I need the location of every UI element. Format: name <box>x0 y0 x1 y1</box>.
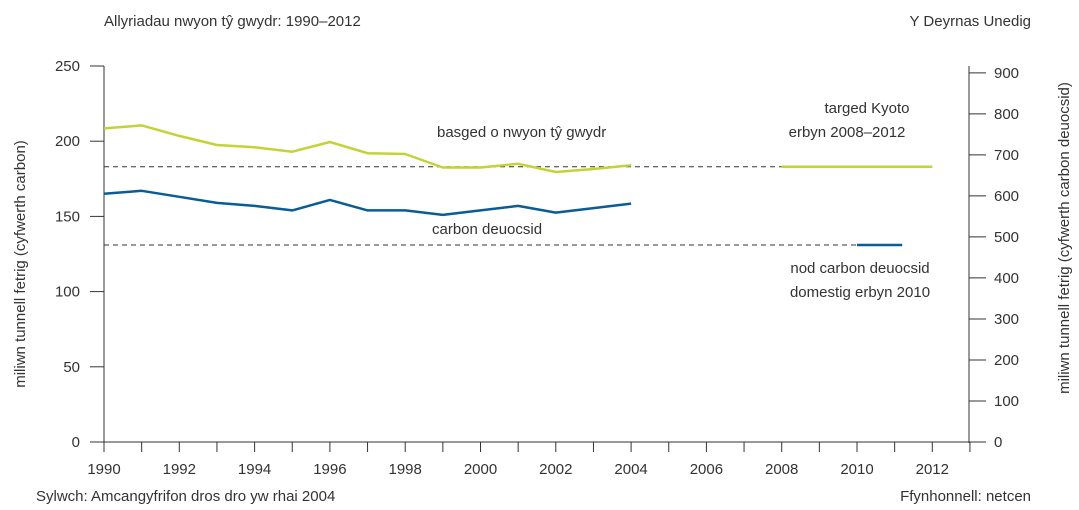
right-y-tick-label: 200 <box>994 352 1019 369</box>
right-y-tick-label: 400 <box>994 270 1019 287</box>
x-tick-label: 1990 <box>87 461 120 478</box>
co2-series-line <box>103 189 632 217</box>
left-y-tick-label: 100 <box>55 284 80 301</box>
x-tick-label: 2010 <box>840 461 873 478</box>
left-y-tick-label: 0 <box>72 434 80 451</box>
chart-title: Allyriadau nwyon tŷ gwydr: 1990–2012 <box>104 13 361 30</box>
left-y-axis-title: miliwn tunnell fetrig (cyfwerth carbon) <box>12 140 29 388</box>
left-y-tick-label: 250 <box>55 58 80 75</box>
right-y-tick-label: 800 <box>994 106 1019 123</box>
x-tick-label: 1994 <box>238 461 271 478</box>
x-tick-label: 2012 <box>916 461 949 478</box>
kyoto-annotation-line1: targed Kyoto <box>824 100 909 117</box>
left-y-tick-label: 200 <box>55 133 80 150</box>
annotations: basged o nwyon tŷ gwydr carbon deuocsid … <box>432 100 930 301</box>
basket-annotation: basged o nwyon tŷ gwydr <box>437 124 606 141</box>
right-y-tick-label: 700 <box>994 147 1019 164</box>
source-note: Ffynhonnell: netcen <box>900 488 1031 505</box>
basket-series-line <box>103 124 632 174</box>
left-y-tick-label: 50 <box>63 359 80 376</box>
kyoto-annotation-line2: erbyn 2008–2012 <box>789 124 906 141</box>
right-y-tick-label: 0 <box>994 434 1002 451</box>
axes: 0 50 100 150 200 250 0 100 200 300 400 500 600 700 800… <box>12 58 1073 478</box>
right-y-tick-label: 100 <box>994 393 1019 410</box>
left-y-tick-label: 150 <box>55 208 80 225</box>
series-lines <box>103 124 933 247</box>
co2-annotation: carbon deuocsid <box>432 221 542 238</box>
right-y-tick-label: 600 <box>994 188 1019 205</box>
x-tick-label: 2002 <box>539 461 572 478</box>
domestic-annotation-line2: domestig erbyn 2010 <box>790 284 930 301</box>
x-tick-label: 1998 <box>389 461 422 478</box>
right-y-axis-title: miliwn tunnell fetrig (cyfwerth carbon d… <box>1056 82 1073 394</box>
x-tick-label: 1996 <box>313 461 346 478</box>
right-y-tick-label: 900 <box>994 65 1019 82</box>
x-tick-label: 2000 <box>464 461 497 478</box>
x-tick-label: 2004 <box>614 461 647 478</box>
right-y-tick-label: 500 <box>994 229 1019 246</box>
region-label: Y Deyrnas Unedig <box>909 13 1031 30</box>
x-tick-label: 1992 <box>163 461 196 478</box>
x-tick-label: 2008 <box>765 461 798 478</box>
domestic-annotation-line1: nod carbon deuocsid <box>790 260 929 277</box>
x-tick-label: 2006 <box>690 461 723 478</box>
reference-lines <box>104 166 857 246</box>
footnote: Sylwch: Amcangyfrifon dros dro yw rhai 2… <box>36 488 336 505</box>
right-y-tick-label: 300 <box>994 311 1019 328</box>
